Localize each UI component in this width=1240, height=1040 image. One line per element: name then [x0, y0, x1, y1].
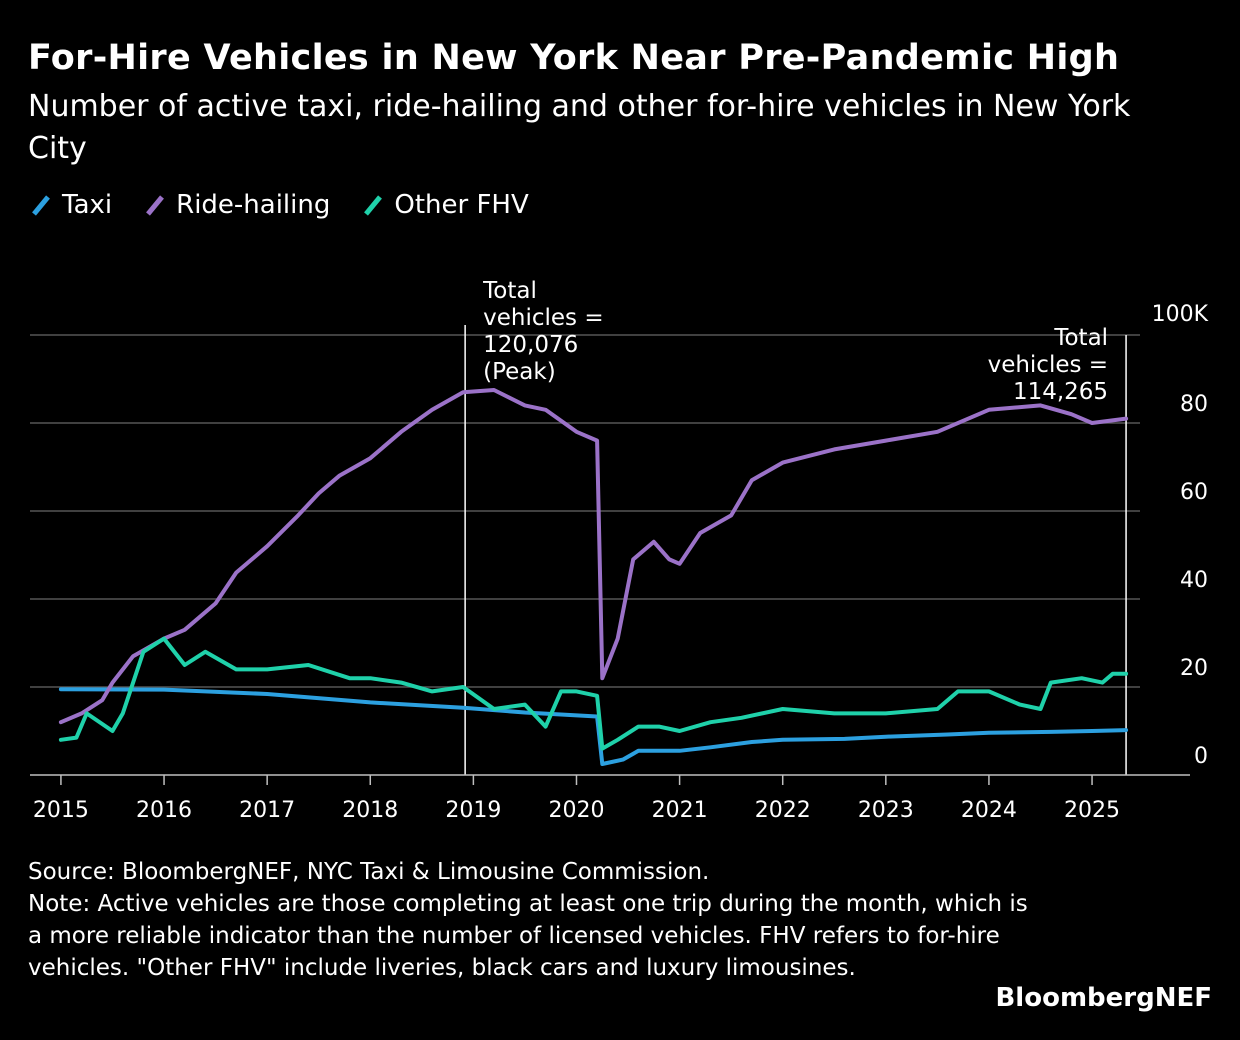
annotation-1-line-1: vehicles =: [988, 352, 1108, 378]
x-tick-label-2024: 2024: [961, 798, 1017, 823]
chart-subtitle: Number of active taxi, ride-hailing and …: [28, 89, 1131, 166]
y-tick-label-40: 40: [1180, 568, 1208, 593]
annotation-0-line-0: Total: [482, 278, 537, 304]
legend: Taxi Ride-hailing Other FHV: [30, 190, 529, 220]
series-line-taxi: [58, 687, 1129, 766]
x-tick-label-2017: 2017: [239, 798, 295, 823]
annotation-1-line-0: Total: [1053, 325, 1108, 351]
x-tick-label-2025: 2025: [1064, 798, 1120, 823]
legend-label-other-fhv: Other FHV: [394, 190, 529, 220]
grid-layer: [30, 334, 1140, 688]
legend-item-taxi: Taxi: [30, 190, 112, 220]
x-tick-label-2019: 2019: [445, 798, 501, 823]
x-tick-label-2015: 2015: [33, 798, 89, 823]
footer: Source: BloombergNEF, NYC Taxi & Limousi…: [28, 856, 1028, 984]
legend-item-other-fhv: Other FHV: [362, 190, 529, 220]
x-tick-label-2023: 2023: [858, 798, 914, 823]
y-tick-label-0: 0: [1194, 744, 1208, 769]
annotation-0-line-2: 120,076: [483, 332, 578, 358]
legend-label-taxi: Taxi: [62, 190, 113, 220]
series-line-ride-hailing: [58, 388, 1129, 725]
annotation-0-line-3: (Peak): [483, 359, 556, 385]
chart-title: For-Hire Vehicles in New York Near Pre-P…: [28, 38, 1120, 78]
x-tick-label-2022: 2022: [755, 798, 811, 823]
x-tick-label-2021: 2021: [652, 798, 708, 823]
series-line-other-fhv: [58, 636, 1129, 751]
annotation-1-line-2: 114,265: [1013, 379, 1108, 405]
series-layer: [58, 388, 1129, 766]
legend-label-ride-hailing: Ride-hailing: [176, 190, 331, 220]
y-tick-label-60: 60: [1180, 480, 1208, 505]
x-tick-label-2018: 2018: [342, 798, 398, 823]
brand-logo: BloombergNEF: [995, 983, 1212, 1013]
y-tick-label-80: 80: [1180, 392, 1208, 417]
y-tick-label-100: 100K: [1152, 302, 1209, 327]
x-tick-label-2020: 2020: [548, 798, 604, 823]
annotation-0-line-1: vehicles =: [483, 305, 603, 331]
y-tick-label-20: 20: [1180, 656, 1208, 681]
source-text: Source: BloombergNEF, NYC Taxi & Limousi…: [28, 859, 710, 885]
x-tick-label-2016: 2016: [136, 798, 192, 823]
note-text: Note: Active vehicles are those completi…: [28, 891, 1028, 981]
legend-swatch-other-fhv-icon: [364, 195, 383, 216]
legend-swatch-taxi-icon: [32, 195, 50, 216]
axis-layer: 0 20 40 60 80 100K 2015 2016 2017 2018 2019 2020 202…: [30, 302, 1209, 823]
legend-swatch-ride-hailing-icon: [146, 195, 165, 216]
legend-item-ride-hailing: Ride-hailing: [144, 190, 330, 220]
